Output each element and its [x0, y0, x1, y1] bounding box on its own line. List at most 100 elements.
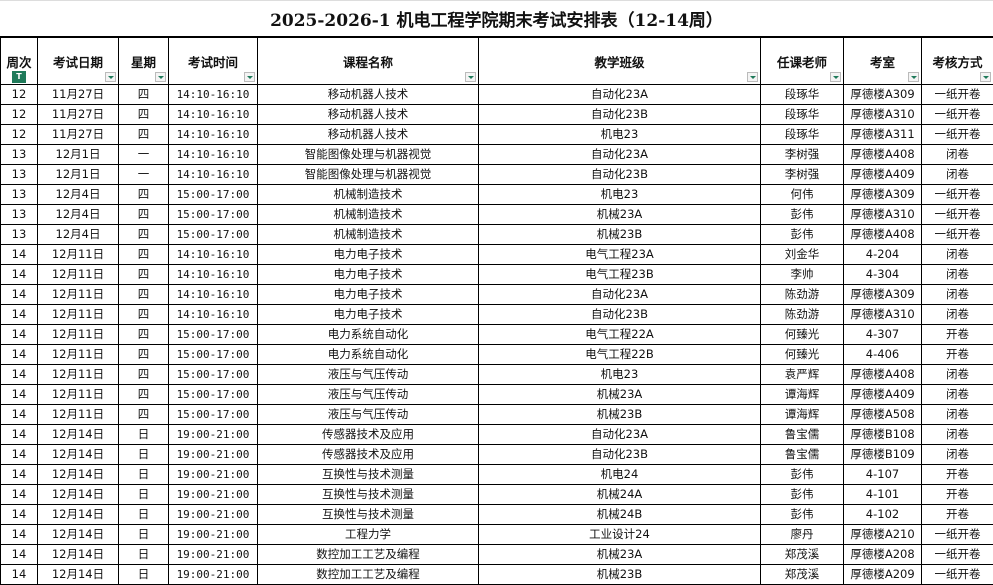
cell-class[interactable]: 机械23A	[479, 385, 761, 405]
cell-exam-date[interactable]: 12月11日	[38, 345, 119, 365]
cell-course-name[interactable]: 电力电子技术	[258, 305, 479, 325]
cell-teacher[interactable]: 郑茂溪	[761, 565, 844, 585]
cell-class[interactable]: 工业设计24	[479, 525, 761, 545]
filter-dropdown-icon[interactable]	[747, 72, 758, 82]
cell-class[interactable]: 机电23	[479, 365, 761, 385]
cell-course-name[interactable]: 数控加工工艺及编程	[258, 545, 479, 565]
cell-class[interactable]: 电气工程23B	[479, 265, 761, 285]
cell-exam-date[interactable]: 12月4日	[38, 225, 119, 245]
cell-exam-time[interactable]: 14:10-16:10	[169, 145, 258, 165]
cell-room[interactable]: 4-204	[844, 245, 922, 265]
cell-teacher[interactable]: 廖丹	[761, 525, 844, 545]
cell-week[interactable]: 14	[1, 505, 38, 525]
cell-exam-type[interactable]: 闭卷	[922, 445, 993, 465]
cell-teacher[interactable]: 彭伟	[761, 465, 844, 485]
cell-room[interactable]: 厚德楼A310	[844, 105, 922, 125]
cell-room[interactable]: 厚德楼A409	[844, 165, 922, 185]
cell-course-name[interactable]: 电力系统自动化	[258, 345, 479, 365]
cell-week[interactable]: 14	[1, 565, 38, 585]
filter-dropdown-icon[interactable]	[244, 72, 255, 82]
cell-teacher[interactable]: 段琢华	[761, 105, 844, 125]
cell-room[interactable]: 4-406	[844, 345, 922, 365]
cell-exam-date[interactable]: 12月11日	[38, 405, 119, 425]
cell-teacher[interactable]: 何臻光	[761, 345, 844, 365]
cell-teacher[interactable]: 刘金华	[761, 245, 844, 265]
cell-exam-time[interactable]: 15:00-17:00	[169, 205, 258, 225]
cell-exam-date[interactable]: 12月14日	[38, 565, 119, 585]
filter-dropdown-icon[interactable]	[465, 72, 476, 82]
cell-class[interactable]: 自动化23B	[479, 305, 761, 325]
cell-week[interactable]: 14	[1, 545, 38, 565]
cell-exam-date[interactable]: 12月14日	[38, 485, 119, 505]
cell-week[interactable]: 14	[1, 445, 38, 465]
cell-week[interactable]: 14	[1, 325, 38, 345]
cell-course-name[interactable]: 传感器技术及应用	[258, 445, 479, 465]
cell-weekday[interactable]: 四	[119, 205, 169, 225]
filter-dropdown-icon[interactable]	[908, 72, 919, 82]
cell-week[interactable]: 14	[1, 345, 38, 365]
cell-course-name[interactable]: 数控加工工艺及编程	[258, 565, 479, 585]
cell-room[interactable]: 厚德楼A408	[844, 365, 922, 385]
cell-exam-date[interactable]: 12月11日	[38, 385, 119, 405]
cell-weekday[interactable]: 日	[119, 525, 169, 545]
cell-course-name[interactable]: 移动机器人技术	[258, 85, 479, 105]
cell-exam-date[interactable]: 11月27日	[38, 85, 119, 105]
cell-weekday[interactable]: 四	[119, 85, 169, 105]
cell-exam-date[interactable]: 12月14日	[38, 525, 119, 545]
cell-weekday[interactable]: 日	[119, 425, 169, 445]
cell-class[interactable]: 机电23	[479, 125, 761, 145]
cell-class[interactable]: 自动化23B	[479, 105, 761, 125]
cell-exam-type[interactable]: 一纸开卷	[922, 125, 993, 145]
cell-room[interactable]: 4-107	[844, 465, 922, 485]
cell-teacher[interactable]: 陈劲游	[761, 305, 844, 325]
cell-exam-date[interactable]: 12月1日	[38, 145, 119, 165]
cell-exam-type[interactable]: 一纸开卷	[922, 225, 993, 245]
cell-exam-type[interactable]: 闭卷	[922, 425, 993, 445]
cell-weekday[interactable]: 四	[119, 225, 169, 245]
cell-exam-time[interactable]: 14:10-16:10	[169, 265, 258, 285]
cell-room[interactable]: 厚德楼A309	[844, 185, 922, 205]
cell-week[interactable]: 14	[1, 485, 38, 505]
cell-room[interactable]: 厚德楼A408	[844, 145, 922, 165]
cell-room[interactable]: 厚德楼A311	[844, 125, 922, 145]
cell-class[interactable]: 自动化23A	[479, 85, 761, 105]
cell-teacher[interactable]: 彭伟	[761, 485, 844, 505]
cell-exam-time[interactable]: 15:00-17:00	[169, 325, 258, 345]
cell-exam-time[interactable]: 15:00-17:00	[169, 345, 258, 365]
cell-class[interactable]: 自动化23A	[479, 145, 761, 165]
cell-room[interactable]: 4-101	[844, 485, 922, 505]
cell-room[interactable]: 厚德楼A310	[844, 205, 922, 225]
cell-course-name[interactable]: 传感器技术及应用	[258, 425, 479, 445]
cell-course-name[interactable]: 电力电子技术	[258, 285, 479, 305]
cell-teacher[interactable]: 段琢华	[761, 85, 844, 105]
cell-week[interactable]: 14	[1, 405, 38, 425]
cell-room[interactable]: 厚德楼B108	[844, 425, 922, 445]
cell-class[interactable]: 自动化23B	[479, 165, 761, 185]
cell-exam-type[interactable]: 闭卷	[922, 145, 993, 165]
cell-exam-type[interactable]: 闭卷	[922, 165, 993, 185]
cell-course-name[interactable]: 工程力学	[258, 525, 479, 545]
cell-exam-type[interactable]: 一纸开卷	[922, 105, 993, 125]
cell-room[interactable]: 厚德楼A408	[844, 225, 922, 245]
cell-weekday[interactable]: 四	[119, 185, 169, 205]
cell-room[interactable]: 厚德楼A210	[844, 525, 922, 545]
cell-exam-date[interactable]: 12月1日	[38, 165, 119, 185]
cell-class[interactable]: 机械24A	[479, 485, 761, 505]
cell-class[interactable]: 电气工程22B	[479, 345, 761, 365]
cell-exam-date[interactable]: 12月11日	[38, 325, 119, 345]
cell-exam-type[interactable]: 一纸开卷	[922, 205, 993, 225]
cell-exam-time[interactable]: 19:00-21:00	[169, 465, 258, 485]
filter-dropdown-icon[interactable]	[830, 72, 841, 82]
cell-weekday[interactable]: 日	[119, 465, 169, 485]
cell-teacher[interactable]: 彭伟	[761, 225, 844, 245]
cell-exam-type[interactable]: 开卷	[922, 465, 993, 485]
cell-course-name[interactable]: 电力电子技术	[258, 265, 479, 285]
cell-course-name[interactable]: 电力系统自动化	[258, 325, 479, 345]
cell-weekday[interactable]: 日	[119, 565, 169, 585]
cell-class[interactable]: 自动化23B	[479, 445, 761, 465]
cell-teacher[interactable]: 彭伟	[761, 505, 844, 525]
cell-weekday[interactable]: 四	[119, 325, 169, 345]
cell-exam-type[interactable]: 闭卷	[922, 305, 993, 325]
cell-room[interactable]: 厚德楼A409	[844, 385, 922, 405]
cell-weekday[interactable]: 日	[119, 505, 169, 525]
